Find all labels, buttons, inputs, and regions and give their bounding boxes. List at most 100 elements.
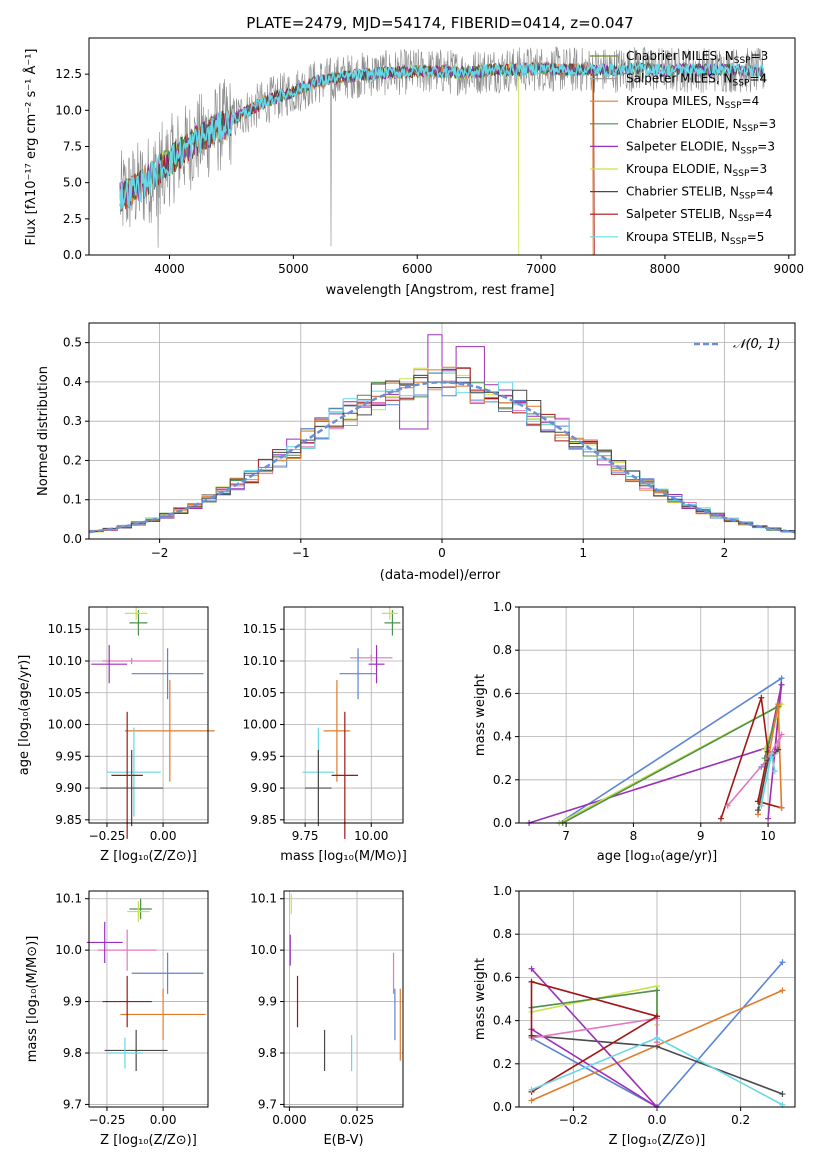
ytick-label: 0.8 — [493, 643, 512, 657]
weight-marker — [654, 1013, 660, 1020]
weight-marker — [771, 768, 778, 775]
spectrum-xtick-label: 8000 — [650, 262, 681, 276]
age-vs-mass-panel: 9.75 10.00 9.85 9.90 9.95 10.00 10.05 10.10 10.1… — [243, 606, 407, 864]
spectrum-xtick-label: 4000 — [154, 262, 185, 276]
spectrum-ytick-label: 10.0 — [55, 103, 82, 117]
weight-marker — [528, 965, 535, 972]
spectrum-ytick-label: 0.0 — [63, 248, 82, 262]
ytick-label: 1.0 — [493, 884, 512, 898]
ytick-label: 0.4 — [493, 730, 512, 744]
weight-marker — [528, 1097, 535, 1104]
ytick-label: 9.8 — [258, 1046, 277, 1060]
normal-legend-label: 𝒩(0, 1) — [733, 337, 780, 352]
axis-xlabel: Z [log₁₀(Z/Z⊙)] — [609, 1133, 706, 1148]
xtick-label: 10.00 — [354, 829, 388, 843]
ytick-label: 10.1 — [250, 892, 277, 906]
legend-entry: Kroupa MILES, NSSP=4 — [626, 94, 759, 111]
weight-marker — [717, 815, 724, 822]
xtick-label: 8 — [630, 829, 638, 843]
spectrum-ytick-label: 5.0 — [63, 176, 82, 190]
xtick-label: −0.25 — [89, 1113, 126, 1127]
xtick-label: 0.000 — [272, 1113, 306, 1127]
mass-vs-extinction-panel: 0.000 0.025 9.7 9.8 9.9 10.0 10.1 E(B-V) — [250, 890, 404, 1148]
ytick-label: 9.90 — [250, 781, 277, 795]
ytick-label: 1.0 — [493, 600, 512, 614]
weight-marker — [528, 1032, 535, 1039]
weight-marker — [775, 701, 782, 708]
xtick-label: 10 — [760, 829, 775, 843]
ytick-label: 9.85 — [250, 813, 277, 827]
ytick-label: 9.85 — [55, 813, 82, 827]
axis-ylabel: age [log₁₀(age/yr)] — [17, 655, 32, 776]
spectrum-xtick-label: 6000 — [402, 262, 433, 276]
spectrum-panel: PLATE=2479, MJD=54174, FIBERID=0414, z=0… — [23, 14, 804, 298]
weight-marker — [768, 750, 775, 757]
spectrum-xtick-label: 9000 — [774, 262, 805, 276]
histogram-xtick-label: 0 — [438, 546, 446, 560]
ytick-label: 0.8 — [493, 927, 512, 941]
weight-marker — [724, 802, 731, 809]
weight-marker — [528, 1086, 535, 1093]
ytick-label: 9.7 — [258, 1097, 277, 1111]
weight-marker — [778, 731, 785, 738]
legend-entry: Chabrier STELIB, NSSP=4 — [626, 185, 774, 202]
weight-vs-age-panel: 7 8 9 10 0.0 0.2 0.4 0.6 0.8 1.0 age [log₁₀(age/yr… — [473, 600, 796, 864]
legend-entry: Kroupa ELODIE, NSSP=3 — [626, 162, 767, 179]
ytick-label: 9.8 — [63, 1046, 82, 1060]
legend-entry: Salpeter MILES, NSSP=4 — [626, 72, 767, 89]
ytick-label: 10.10 — [243, 654, 277, 668]
spectrum-xtick-label: 5000 — [278, 262, 309, 276]
axis-ylabel: mass [log₁₀(M/M⊙)] — [25, 936, 40, 1063]
ytick-label: 10.15 — [48, 622, 82, 636]
ytick-label: 9.9 — [258, 995, 277, 1009]
weight-marker — [758, 802, 765, 809]
histogram-ytick-label: 0.2 — [63, 453, 82, 467]
xtick-label: 9 — [697, 829, 705, 843]
weight-marker — [779, 959, 786, 966]
spectrum-ytick-label: 7.5 — [63, 140, 82, 154]
weight-marker — [778, 804, 785, 811]
xtick-label: 7 — [562, 829, 570, 843]
ytick-label: 0.2 — [493, 1057, 512, 1071]
histogram-xtick-label: 1 — [579, 546, 587, 560]
ytick-label: 10.1 — [55, 892, 82, 906]
ytick-label: 0.2 — [493, 773, 512, 787]
ytick-label: 0.0 — [493, 816, 512, 830]
residual-histogram-panel: −2 −1 0 1 2 0.0 0.1 0.2 0.3 0.4 0.5 (data-model)/e… — [36, 322, 796, 583]
model-spectrum-kroupa-stelib — [119, 61, 765, 210]
spectrum-xtick-label: 7000 — [526, 262, 557, 276]
xtick-label: −0.2 — [559, 1113, 588, 1127]
ytick-label: 10.0 — [55, 943, 82, 957]
axis-ylabel: mass weight — [473, 674, 488, 756]
axes-frame — [283, 890, 404, 1108]
ytick-label: 0.6 — [493, 970, 512, 984]
histogram-kroupa-miles — [89, 366, 795, 532]
ytick-label: 0.6 — [493, 686, 512, 700]
legend-entry: Kroupa STELIB, NSSP=5 — [626, 230, 764, 247]
legend-entry: Salpeter ELODIE, NSSP=3 — [626, 139, 775, 156]
legend-entry: Chabrier ELODIE, NSSP=3 — [626, 117, 776, 134]
axes-frame — [283, 606, 404, 824]
ytick-label: 0.0 — [493, 1100, 512, 1114]
histogram-ytick-label: 0.3 — [63, 414, 82, 428]
weight-marker — [778, 681, 785, 688]
axes-frame — [88, 606, 209, 824]
xtick-label: 0.2 — [731, 1113, 750, 1127]
weight-marker — [528, 978, 535, 985]
weight-marker — [758, 694, 765, 701]
ytick-label: 0.4 — [493, 1014, 512, 1028]
axis-xlabel: age [log₁₀(age/yr)] — [597, 849, 718, 864]
histogram-xlabel: (data-model)/error — [380, 568, 501, 583]
axes-frame — [88, 890, 209, 1108]
spectrum-ytick-label: 2.5 — [63, 212, 82, 226]
histogram-ytick-label: 0.5 — [63, 336, 82, 350]
weight-marker — [779, 1091, 786, 1098]
xtick-label: 0.00 — [150, 1113, 177, 1127]
ytick-label: 9.95 — [55, 749, 82, 763]
xtick-label: 9.75 — [292, 829, 319, 843]
ytick-label: 10.05 — [243, 686, 277, 700]
ytick-label: 10.05 — [48, 686, 82, 700]
weight-marker — [778, 675, 785, 682]
xtick-label: 0.00 — [150, 829, 177, 843]
histogram-xtick-label: −1 — [292, 546, 310, 560]
